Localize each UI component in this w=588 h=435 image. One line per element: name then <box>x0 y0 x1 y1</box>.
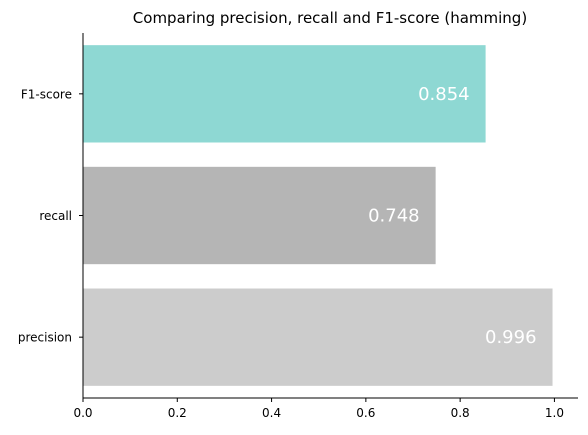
y-tick-label: F1-score <box>21 87 72 101</box>
bar-precision <box>83 288 553 386</box>
bar-value-label: 0.854 <box>418 84 470 105</box>
bar-recall <box>83 166 436 265</box>
x-tick-label: 1.0 <box>545 406 564 420</box>
bar-value-label: 0.996 <box>485 327 537 348</box>
bar-labels-group: 0.996 0.748 0.854 <box>368 84 536 348</box>
bar-f1-score <box>83 45 486 143</box>
y-axis-ticks: precision recall F1-score <box>18 87 83 345</box>
y-tick-label: precision <box>18 331 72 345</box>
y-tick-label: recall <box>39 209 72 223</box>
x-tick-label: 0.2 <box>168 406 187 420</box>
x-tick-label: 0.4 <box>262 406 281 420</box>
x-tick-label: 0.0 <box>73 406 92 420</box>
x-axis-ticks: 0.0 0.2 0.4 0.6 0.8 1.0 <box>73 398 564 420</box>
bars-group <box>83 45 553 386</box>
x-tick-label: 0.8 <box>451 406 470 420</box>
chart-title: Comparing precision, recall and F1-score… <box>133 9 527 27</box>
x-tick-label: 0.6 <box>356 406 375 420</box>
bar-value-label: 0.748 <box>368 206 420 227</box>
